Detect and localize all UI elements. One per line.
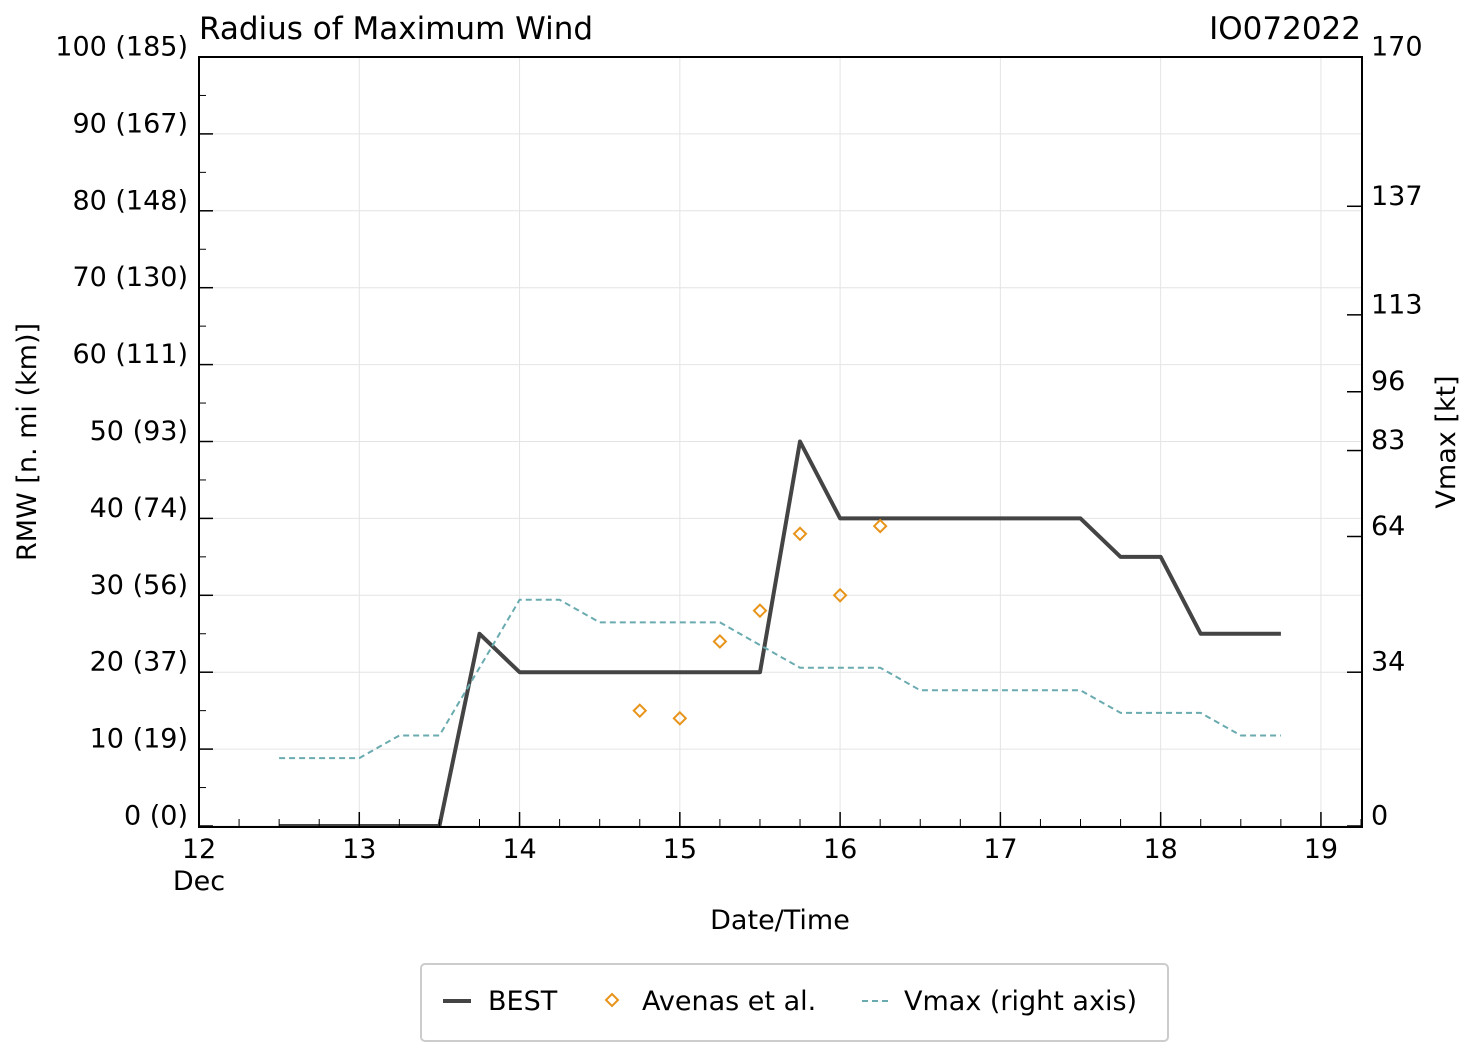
x-tick-label: 17 [983, 834, 1017, 865]
legend: BEST Avenas et al. Vmax (right axis) [420, 963, 1169, 1042]
y-tick-label: 100 (185) [55, 32, 188, 63]
y2-tick-label: 64 [1371, 511, 1405, 542]
x-tick-label: 19 [1304, 834, 1338, 865]
y-tick-label: 70 (130) [72, 262, 188, 293]
y2-tick-label: 34 [1371, 647, 1405, 678]
y-tick-label: 30 (56) [90, 570, 188, 601]
x-tick-label: 14 [502, 834, 536, 865]
legend-label-best: BEST [488, 986, 558, 1017]
storm-id: IO072022 [1209, 11, 1361, 47]
y2-tick-label: 113 [1371, 289, 1423, 320]
x-axis-label: Date/Time [710, 905, 850, 936]
y-tick-label: 20 (37) [90, 647, 188, 678]
avenas-point [632, 703, 648, 719]
legend-label-vmax: Vmax (right axis) [904, 986, 1137, 1017]
y2-tick-label: 170 [1371, 32, 1423, 63]
legend-label-avenas: Avenas et al. [642, 986, 816, 1017]
y-tick-label: 0 (0) [124, 801, 188, 832]
y-tick-label: 80 (148) [72, 185, 188, 216]
grid-lines [198, 56, 1361, 827]
x-tick-sublabel: Dec [173, 866, 225, 897]
series-layer [279, 439, 1281, 828]
y2-tick-label: 137 [1371, 181, 1423, 212]
y2-tick-label: 96 [1371, 366, 1405, 397]
y-tick-label: 90 (167) [72, 108, 188, 139]
avenas-point [872, 518, 888, 534]
x-tick-label: 12 [182, 834, 216, 865]
y2-tick-label: 83 [1371, 425, 1405, 456]
avenas-point [792, 526, 808, 542]
avenas-point [752, 603, 768, 619]
x-tick-label: 13 [342, 834, 376, 865]
chart-title: Radius of Maximum Wind [199, 11, 593, 47]
y2-tick-label: 0 [1371, 801, 1388, 832]
x-tick-label: 16 [823, 834, 857, 865]
y-tick-label: 60 (111) [72, 339, 188, 370]
y-tick-label: 10 (19) [90, 724, 188, 755]
best-series-line [279, 439, 1281, 828]
y-tick-label: 50 (93) [90, 416, 188, 447]
x-tick-label: 15 [663, 834, 697, 865]
avenas-point [672, 710, 688, 726]
avenas-point [832, 587, 848, 603]
y-tick-label: 40 (74) [90, 493, 188, 524]
vmax-series-line [279, 598, 1281, 760]
avenas-point [712, 634, 728, 649]
y-axis-label: RMW [n. mi (km)] [12, 323, 43, 561]
x-tick-label: 18 [1143, 834, 1177, 865]
y2-axis-label: Vmax [kt] [1431, 375, 1462, 508]
legend-swatch-avenas [604, 992, 620, 1008]
legend-box [420, 963, 1169, 1042]
